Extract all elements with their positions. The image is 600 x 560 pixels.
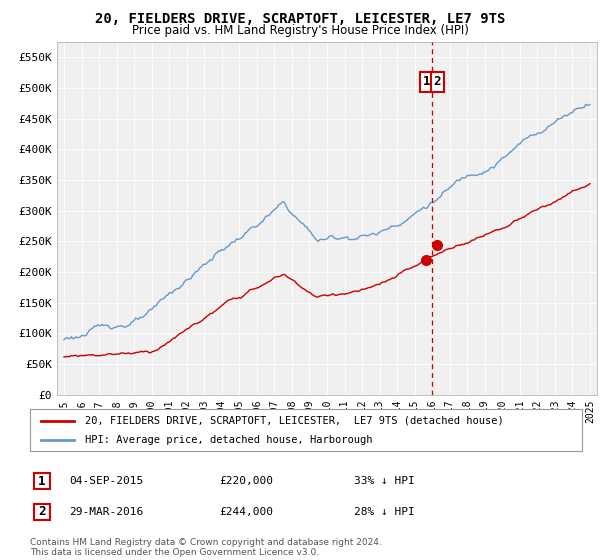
FancyBboxPatch shape — [30, 409, 582, 451]
FancyBboxPatch shape — [34, 504, 50, 520]
Text: Contains HM Land Registry data © Crown copyright and database right 2024.
This d: Contains HM Land Registry data © Crown c… — [30, 538, 382, 557]
Text: £244,000: £244,000 — [219, 507, 273, 517]
Text: 2: 2 — [38, 505, 46, 519]
Text: £220,000: £220,000 — [219, 476, 273, 486]
Text: 1: 1 — [423, 76, 431, 88]
Text: HPI: Average price, detached house, Harborough: HPI: Average price, detached house, Harb… — [85, 435, 373, 445]
Text: 1: 1 — [38, 474, 46, 488]
Text: 29-MAR-2016: 29-MAR-2016 — [69, 507, 143, 517]
Text: 04-SEP-2015: 04-SEP-2015 — [69, 476, 143, 486]
Text: 20, FIELDERS DRIVE, SCRAPTOFT, LEICESTER,  LE7 9TS (detached house): 20, FIELDERS DRIVE, SCRAPTOFT, LEICESTER… — [85, 416, 504, 426]
FancyBboxPatch shape — [34, 473, 50, 489]
Text: 20, FIELDERS DRIVE, SCRAPTOFT, LEICESTER, LE7 9TS: 20, FIELDERS DRIVE, SCRAPTOFT, LEICESTER… — [95, 12, 505, 26]
Text: 33% ↓ HPI: 33% ↓ HPI — [354, 476, 415, 486]
Text: Price paid vs. HM Land Registry's House Price Index (HPI): Price paid vs. HM Land Registry's House … — [131, 24, 469, 37]
Text: 28% ↓ HPI: 28% ↓ HPI — [354, 507, 415, 517]
Text: 2: 2 — [434, 76, 441, 88]
